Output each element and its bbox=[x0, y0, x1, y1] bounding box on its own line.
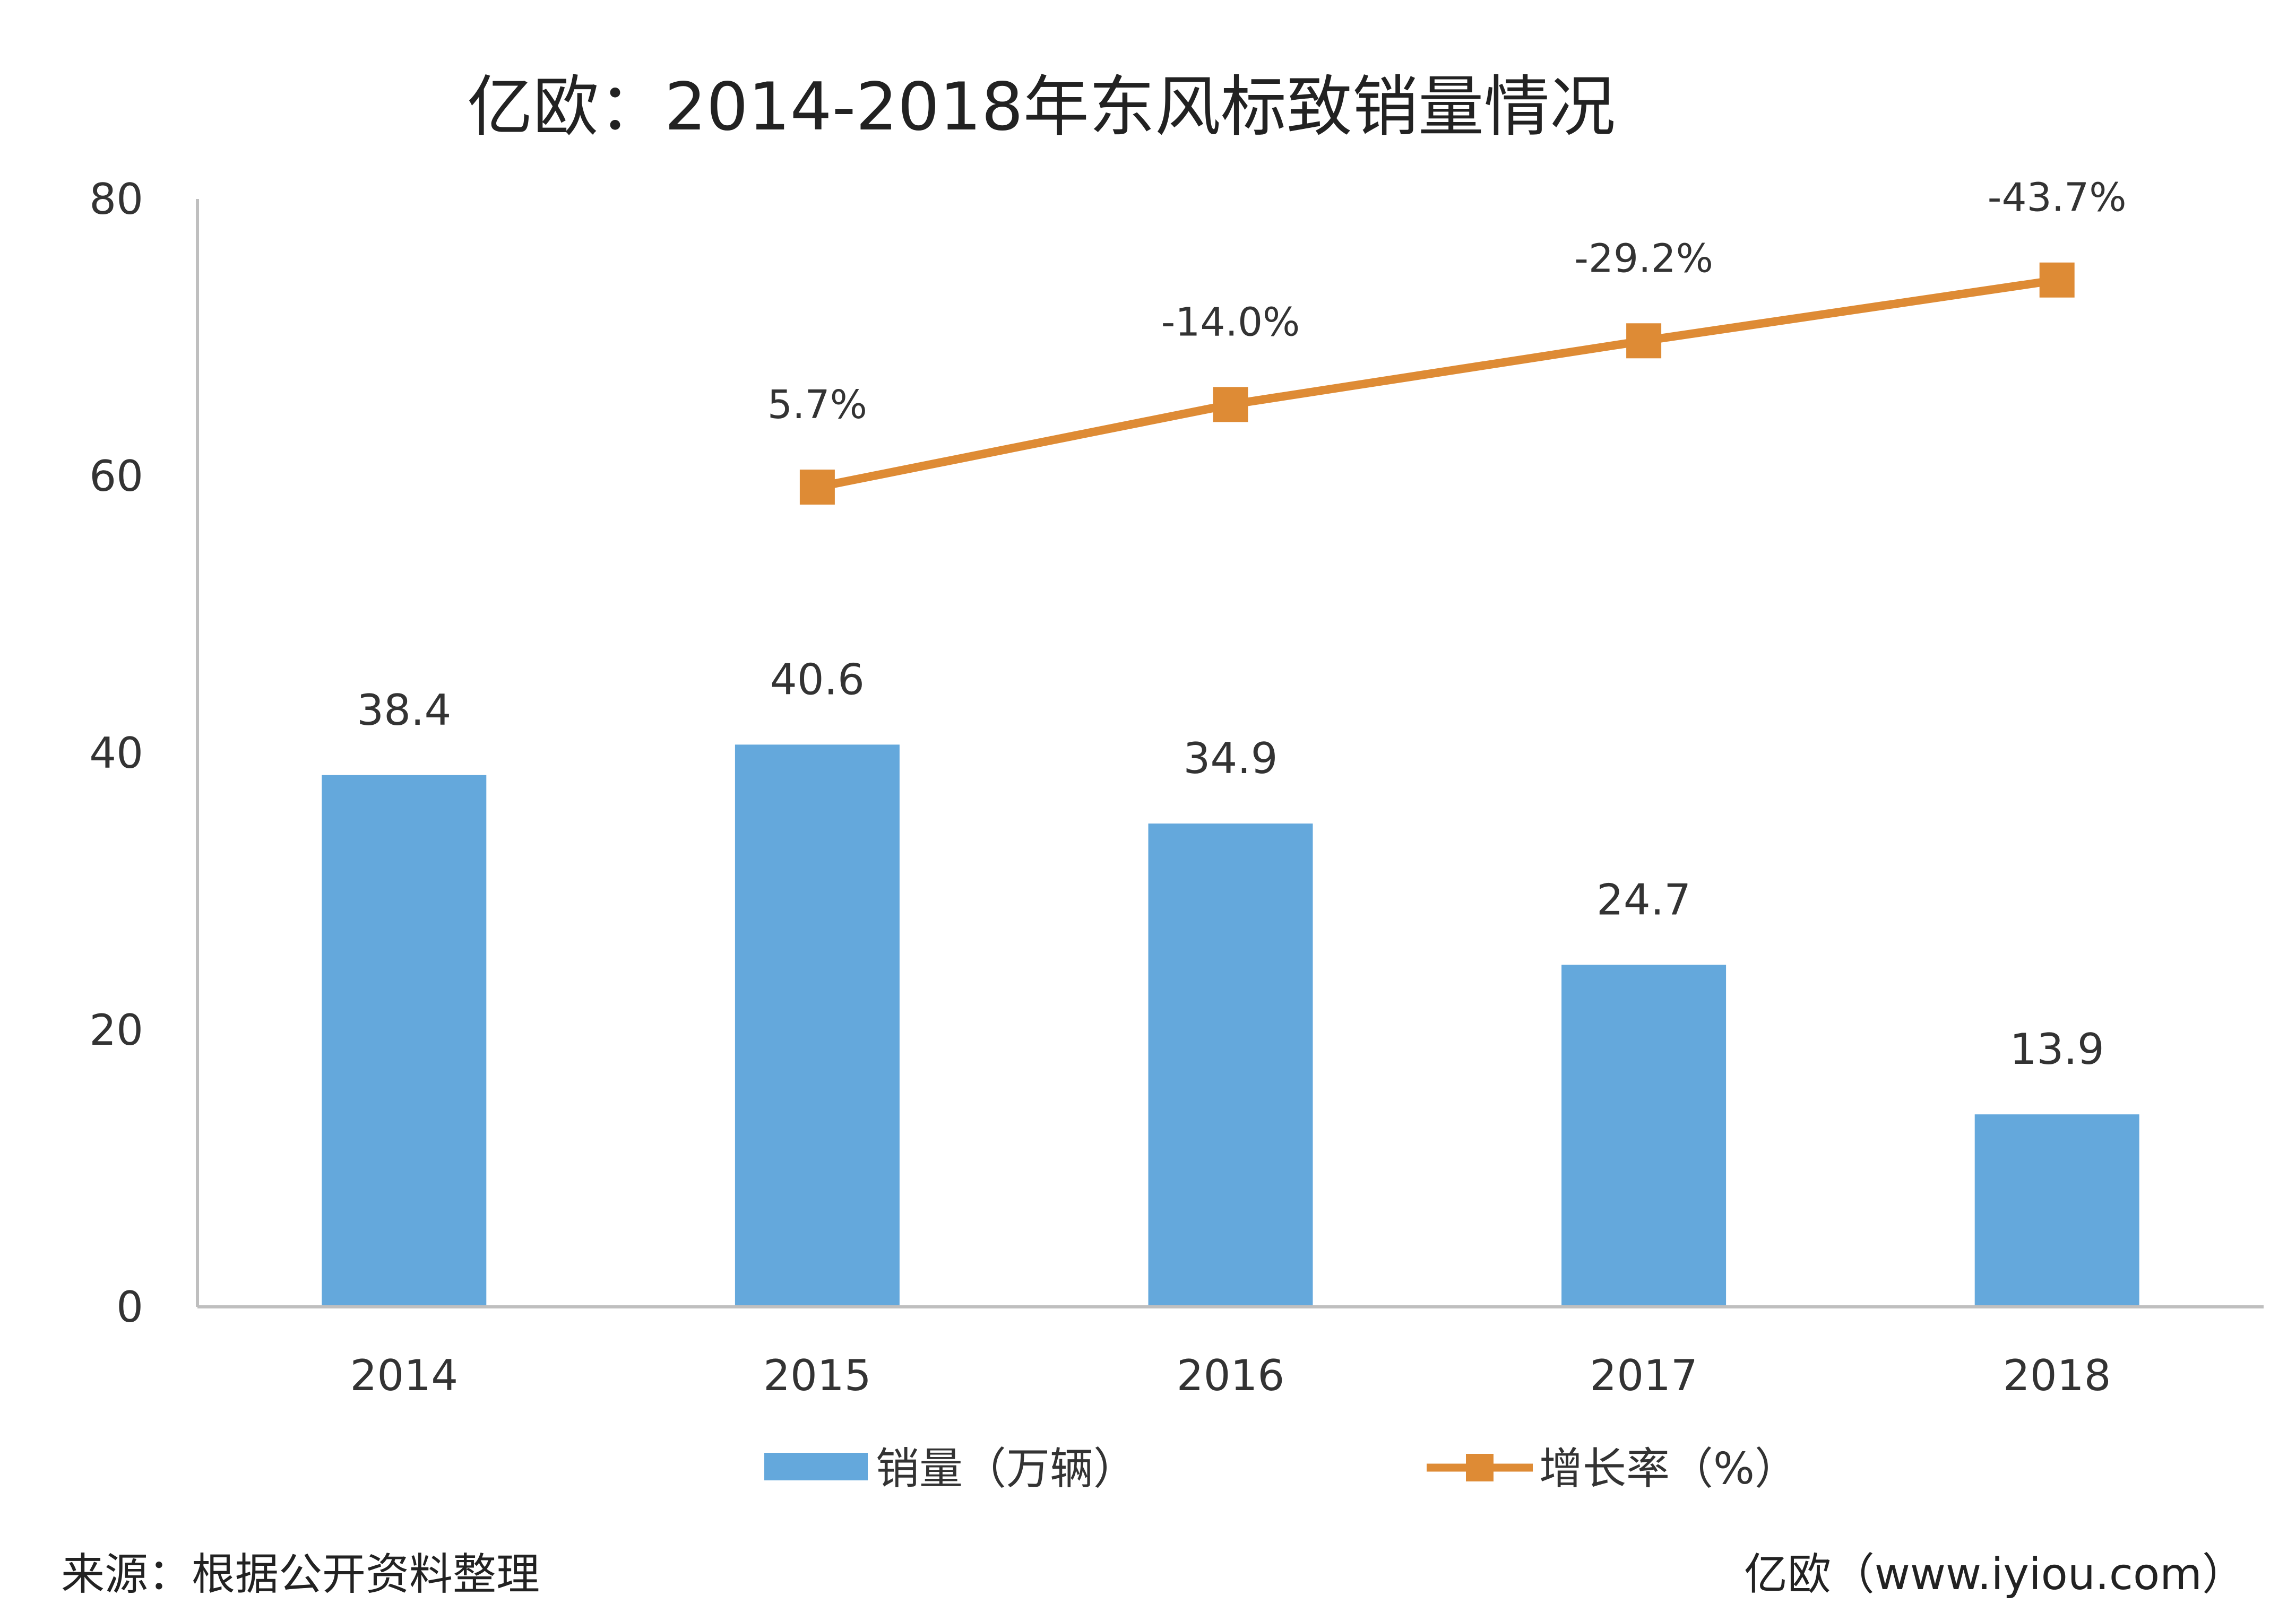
legend-bar-label: 销量（万辆） bbox=[876, 1444, 1137, 1494]
y-tick-label: 80 bbox=[89, 175, 143, 224]
credit-note: 亿欧（www.iyiou.com） bbox=[1743, 1549, 2246, 1600]
bar-series bbox=[322, 744, 2139, 1307]
line-marker bbox=[1626, 323, 1662, 359]
legend-bar-swatch bbox=[764, 1453, 868, 1480]
x-tick-label: 2014 bbox=[350, 1351, 459, 1400]
legend: 销量（万辆） 增长率（%） bbox=[764, 1444, 1798, 1494]
y-tick-label: 40 bbox=[89, 729, 143, 778]
y-tick-labels: 0 20 40 60 80 bbox=[89, 175, 143, 1332]
legend-line-marker bbox=[1466, 1454, 1494, 1481]
bar bbox=[1974, 1114, 2139, 1307]
bar bbox=[1148, 823, 1313, 1307]
x-tick-label: 2016 bbox=[1177, 1351, 1285, 1400]
y-tick-label: 0 bbox=[116, 1282, 143, 1332]
growth-rate-line bbox=[816, 275, 2058, 491]
axes bbox=[196, 199, 2264, 1308]
chart-title: 亿欧：2014-2018年东风标致销量情况 bbox=[467, 69, 1616, 145]
line-series bbox=[799, 262, 2075, 505]
bar bbox=[1561, 965, 1727, 1307]
bar-data-label: 34.9 bbox=[1183, 734, 1278, 783]
x-tick-label: 2015 bbox=[763, 1351, 871, 1400]
x-tick-label: 2018 bbox=[2003, 1351, 2111, 1400]
line-marker bbox=[799, 470, 835, 505]
y-tick-label: 60 bbox=[89, 452, 143, 501]
line-marker bbox=[1213, 387, 1248, 422]
line-data-label: -43.7% bbox=[1988, 175, 2127, 221]
line-data-label: -14.0% bbox=[1161, 299, 1300, 345]
line-marker bbox=[2039, 262, 2075, 298]
bar bbox=[322, 775, 487, 1307]
legend-line-label: 增长率（%） bbox=[1539, 1444, 1798, 1494]
bar-data-labels: 38.4 40.6 34.9 24.7 13.9 bbox=[357, 655, 2104, 1074]
line-data-labels: 5.7% -14.0% -29.2% -43.7% bbox=[767, 175, 2127, 428]
line-data-label: -29.2% bbox=[1574, 236, 1713, 281]
y-tick-label: 20 bbox=[89, 1005, 143, 1055]
x-tick-labels: 2014 2015 2016 2017 2018 bbox=[350, 1351, 2111, 1400]
bar-data-label: 24.7 bbox=[1596, 875, 1691, 924]
source-note: 来源：根据公开资料整理 bbox=[61, 1549, 540, 1600]
x-tick-label: 2017 bbox=[1590, 1351, 1698, 1400]
bar-data-label: 13.9 bbox=[2010, 1025, 2104, 1074]
bar-data-label: 38.4 bbox=[357, 686, 451, 735]
bar-data-label: 40.6 bbox=[770, 655, 865, 704]
line-data-label: 5.7% bbox=[767, 382, 867, 428]
bar bbox=[735, 744, 900, 1307]
